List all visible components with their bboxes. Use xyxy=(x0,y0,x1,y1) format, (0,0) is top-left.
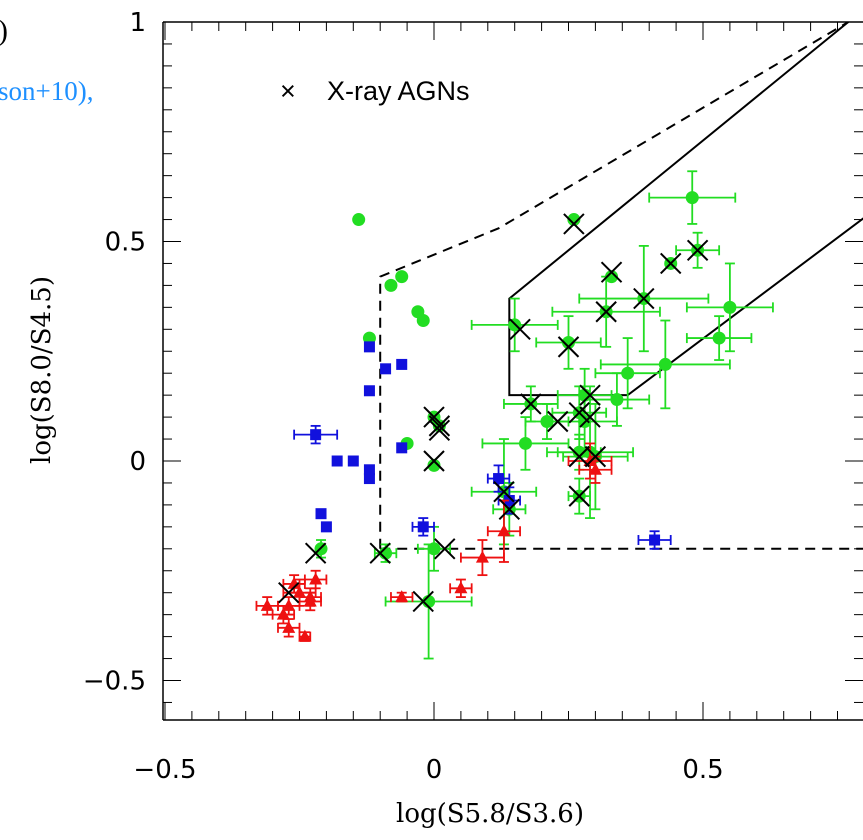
agn-x-marker xyxy=(660,252,682,275)
red-point xyxy=(293,585,306,598)
agn-x-marker xyxy=(509,318,531,341)
x-tick-label: 0 xyxy=(426,755,443,785)
red-point xyxy=(497,524,511,537)
red-point xyxy=(282,620,296,633)
y-tick-label: 0.5 xyxy=(105,228,146,258)
green-point xyxy=(712,331,726,345)
y-tick-label: −0.5 xyxy=(83,667,146,697)
blue-point xyxy=(315,508,327,520)
x-tick-label: −0.5 xyxy=(133,755,196,785)
green-point xyxy=(562,335,575,349)
blue-point xyxy=(649,534,661,546)
lacy-wedge-boundary xyxy=(379,22,849,549)
cropped-citation-fragment: son+10), xyxy=(0,76,94,106)
blue-point xyxy=(396,442,408,454)
blue-point xyxy=(331,455,343,467)
agn-x-marker xyxy=(493,481,515,503)
agn-x-marker xyxy=(557,336,580,358)
agn-x-marker xyxy=(633,287,655,310)
agn-x-marker xyxy=(686,239,709,261)
blue-point xyxy=(493,473,505,485)
agn-x-marker xyxy=(547,410,569,433)
red-point xyxy=(309,572,323,585)
agn-x-marker xyxy=(423,406,445,428)
agn-x-marker xyxy=(520,393,542,415)
red-point xyxy=(303,590,317,603)
agn-x-marker xyxy=(434,538,456,560)
green-point xyxy=(427,458,441,472)
green-point xyxy=(416,314,430,328)
blue-point xyxy=(347,455,359,467)
agn-x-marker xyxy=(568,445,590,468)
selection-regions xyxy=(379,22,863,550)
green-point xyxy=(610,393,624,407)
plot-frame xyxy=(162,21,863,721)
red-point xyxy=(454,581,468,594)
green-point xyxy=(384,278,398,292)
agn-x-marker xyxy=(498,498,521,520)
green-point xyxy=(540,414,554,428)
green-point xyxy=(518,436,532,450)
legend: × X-ray AGNs xyxy=(280,76,470,106)
red-point xyxy=(287,576,301,589)
x-tick-label: 0.5 xyxy=(682,755,723,785)
legend-label: X-ray AGNs xyxy=(327,76,470,106)
red-point xyxy=(260,598,274,611)
agn-x-marker xyxy=(600,261,623,283)
agn-x-marker xyxy=(568,485,590,507)
agn-x-marker xyxy=(568,402,590,424)
green-point xyxy=(723,300,737,314)
blue-point xyxy=(320,521,332,533)
red-point xyxy=(475,550,489,563)
red-point xyxy=(588,462,602,475)
agn-x-marker xyxy=(304,542,327,564)
blue-point xyxy=(363,385,375,397)
green-point xyxy=(658,357,672,371)
green-point xyxy=(621,366,635,380)
y-tick-label: 1 xyxy=(129,8,146,38)
red-point xyxy=(276,607,290,620)
data-points xyxy=(255,170,774,660)
agn-x-marker xyxy=(278,581,300,604)
green-point xyxy=(427,542,441,556)
blue-point xyxy=(396,358,408,370)
legend-marker: × xyxy=(280,76,296,106)
red-point xyxy=(395,590,409,603)
green-point xyxy=(395,270,409,284)
y-axis-label: log(S8.0/S4.5) xyxy=(27,276,57,464)
red-point xyxy=(298,629,312,642)
green-point xyxy=(605,270,619,284)
green-point xyxy=(685,191,699,205)
red-point xyxy=(282,598,296,611)
green-point xyxy=(362,331,376,345)
agn-x-marker xyxy=(423,450,445,472)
stern-wedge-boundary xyxy=(508,22,863,397)
blue-point xyxy=(503,495,515,507)
blue-point xyxy=(380,363,392,375)
agn-x-marker xyxy=(595,301,617,323)
blue-point xyxy=(417,521,429,533)
axis-ticks xyxy=(163,22,863,720)
agn-x-marker xyxy=(563,213,585,235)
tick-labels: −0.5 0 0.5 −0.5 0 0.5 1 xyxy=(83,8,724,785)
blue-point xyxy=(363,341,375,353)
blue-point xyxy=(363,464,375,476)
y-tick-label: 0 xyxy=(129,447,146,477)
agn-x-marker xyxy=(428,419,451,441)
agn-x-marker xyxy=(579,384,601,406)
green-point xyxy=(567,213,581,227)
blue-point xyxy=(310,429,322,441)
x-axis-label: log(S5.8/S3.6) xyxy=(396,799,584,829)
agn-x-marker xyxy=(428,415,451,437)
cropped-text-fragment: ) xyxy=(0,14,8,48)
agn-x-marker xyxy=(584,445,607,468)
blue-point xyxy=(363,473,375,485)
agn-x-marker xyxy=(579,406,601,428)
agn-x-marker xyxy=(412,590,434,613)
green-point xyxy=(352,213,366,227)
agn-x-marker xyxy=(369,542,391,564)
green-point xyxy=(572,445,586,459)
